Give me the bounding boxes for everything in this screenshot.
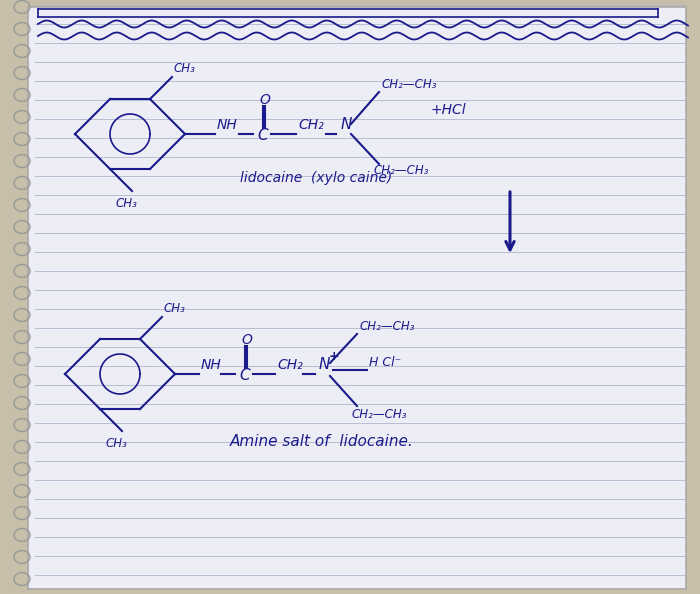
Text: N: N	[341, 117, 352, 132]
Text: N: N	[319, 357, 330, 372]
Text: CH₃: CH₃	[116, 197, 138, 210]
Text: CH₃: CH₃	[106, 437, 128, 450]
Text: O: O	[259, 93, 270, 107]
Text: H Cl⁻: H Cl⁻	[369, 356, 401, 369]
Text: CH₂—CH₃: CH₂—CH₃	[381, 78, 437, 91]
Text: +HCl: +HCl	[431, 103, 467, 117]
Text: CH₂: CH₂	[298, 118, 323, 132]
Text: CH₂—CH₃: CH₂—CH₃	[373, 164, 428, 177]
Text: O: O	[241, 333, 252, 347]
Text: C: C	[257, 128, 267, 143]
Text: CH₂: CH₂	[277, 358, 302, 372]
Text: NH: NH	[201, 358, 222, 372]
Text: C: C	[239, 368, 250, 383]
Text: CH₃: CH₃	[174, 62, 196, 75]
FancyBboxPatch shape	[28, 7, 686, 589]
Text: Amine salt of  lidocaine.: Amine salt of lidocaine.	[230, 434, 414, 449]
Text: CH₂—CH₃: CH₂—CH₃	[359, 320, 414, 333]
Text: CH₃: CH₃	[164, 302, 186, 315]
Text: +: +	[329, 350, 340, 363]
Text: lidocaine  (xylo caine): lidocaine (xylo caine)	[240, 171, 392, 185]
Text: CH₂—CH₃: CH₂—CH₃	[351, 408, 407, 421]
Text: NH: NH	[217, 118, 238, 132]
